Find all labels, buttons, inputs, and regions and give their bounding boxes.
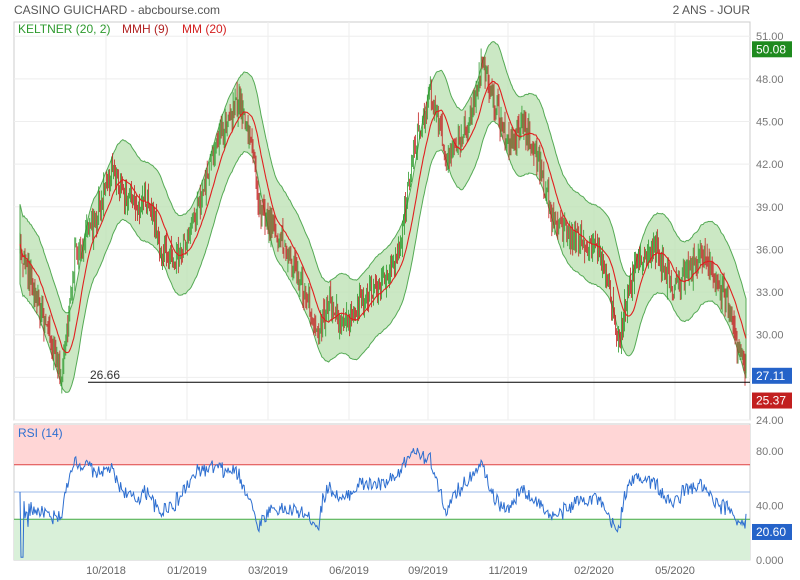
price-tick-label: 42.00	[756, 159, 784, 171]
legend-mmh: MMH (9)	[122, 22, 169, 36]
rsi-oversold-zone	[14, 519, 750, 560]
legend-keltner: KELTNER (20, 2)	[18, 22, 110, 36]
candlesticks	[19, 48, 747, 394]
price-tick-label: 30.00	[756, 330, 784, 342]
price-tag-label: 25.37	[756, 394, 786, 408]
x-tick-label: 01/2019	[167, 565, 207, 577]
rsi-title: RSI (14)	[18, 426, 63, 440]
x-tick-label: 03/2019	[248, 565, 288, 577]
rsi-zones	[14, 425, 750, 560]
price-tick-label: 45.00	[756, 117, 784, 129]
price-tag-label: 27.11	[756, 369, 785, 383]
x-tick-label: 05/2020	[655, 565, 695, 577]
x-tick-label: 09/2019	[408, 565, 448, 577]
keltner-band	[19, 41, 747, 393]
rsi-axis: 0.000 40.00 80.00 20.60	[752, 446, 792, 567]
price-tick-label: 24.00	[756, 415, 784, 427]
rsi-line	[19, 447, 747, 558]
price-tick-label: 39.00	[756, 202, 784, 214]
price-tick-label: 51.00	[756, 31, 784, 43]
support-line-label: 26.66	[90, 368, 120, 382]
rsi-tick-label: 40.00	[756, 501, 784, 513]
rsi-tick-label: 0.000	[756, 555, 784, 567]
chart-title: CASINO GUICHARD - abcbourse.com	[14, 3, 220, 17]
keltner-band-area	[19, 41, 747, 393]
price-tag-bg	[752, 367, 792, 384]
price-tag-bg	[752, 41, 792, 58]
price-tick-label: 36.00	[756, 244, 784, 256]
support-line-group: 26.66	[88, 368, 750, 383]
rsi-value-tag-bg	[752, 523, 792, 540]
legend: KELTNER (20, 2) MMH (9) MM (20)	[18, 22, 227, 36]
price-tick-label: 33.00	[756, 287, 784, 299]
price-tag-label: 50.08	[756, 42, 786, 56]
x-tick-label: 11/2019	[489, 565, 528, 577]
mm20-line	[19, 80, 747, 354]
x-axis: 10/2018 01/2019 03/2019 06/2019 09/2019 11/20…	[86, 565, 695, 577]
rsi-tick-label: 80.00	[756, 446, 784, 458]
rsi-line-group	[19, 447, 747, 558]
price-tag-bg	[752, 392, 792, 409]
rsi-value-tag: 20.60	[756, 525, 786, 539]
price-axis: 24.0027.0030.0033.0036.0039.0042.0045.00…	[756, 31, 784, 427]
rsi-overbought-zone	[14, 425, 750, 465]
x-tick-label: 06/2019	[329, 565, 369, 577]
x-tick-label: 10/2018	[86, 565, 126, 577]
price-panel	[13, 21, 751, 421]
legend-mm: MM (20)	[182, 22, 227, 36]
moving-averages	[19, 80, 747, 354]
price-tags: 50.08 27.11 25.37	[752, 41, 792, 409]
period-label: 2 ANS - JOUR	[673, 3, 751, 17]
x-tick-label: 02/2020	[574, 565, 614, 577]
price-tick-label: 48.00	[756, 74, 784, 86]
